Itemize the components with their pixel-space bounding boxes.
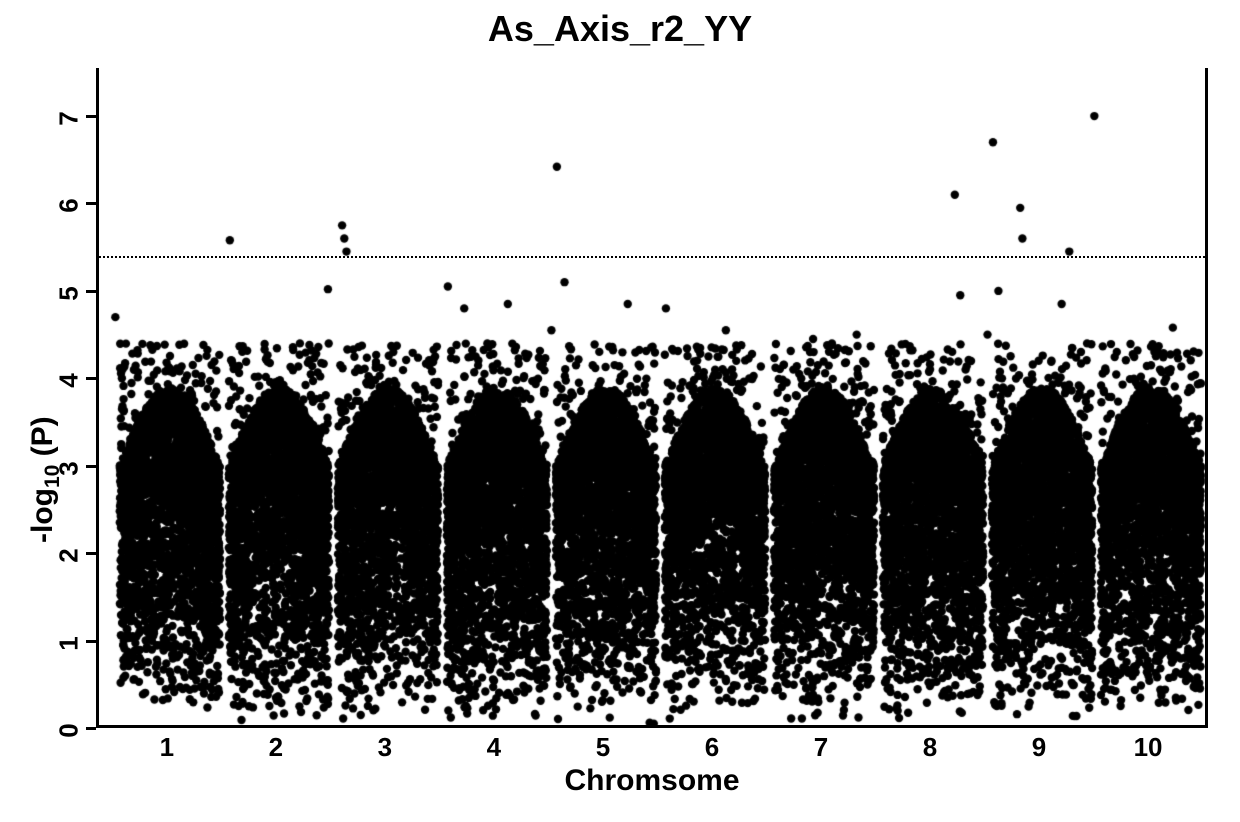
xtick-label: 3 [355,732,415,763]
plot-area [96,68,1208,728]
xtick-label: 2 [246,732,306,763]
chart-title: As_Axis_r2_YY [0,8,1240,50]
xtick-label: 4 [464,732,524,763]
ytick-mark [86,290,96,293]
xtick-label: 5 [573,732,633,763]
ytick-label: 0 [54,718,85,744]
ytick-mark [86,465,96,468]
ytick-mark [86,377,96,380]
ytick-label: 2 [54,543,85,569]
ytick-label: 7 [54,106,85,132]
ytick-mark [86,115,96,118]
ytick-mark [86,202,96,205]
xtick-label: 8 [900,732,960,763]
manhattan-canvas [99,68,1208,728]
ytick-mark [86,640,96,643]
xtick-label: 6 [682,732,742,763]
ytick-label: 5 [54,280,85,306]
xtick-label: 7 [791,732,851,763]
chart-container: As_Axis_r2_YY 01234567 12345678910 -log1… [0,0,1240,822]
x-axis-label: Chromsome [96,764,1208,798]
ytick-label: 4 [54,368,85,394]
ytick-mark [86,552,96,555]
y-axis-label: -log10 (P) [26,417,65,544]
threshold-line [99,256,1205,258]
ytick-label: 6 [54,193,85,219]
ytick-label: 1 [54,630,85,656]
xtick-label: 9 [1009,732,1069,763]
ytick-mark [86,727,96,730]
xtick-label: 1 [137,732,197,763]
xtick-label: 10 [1118,732,1178,763]
